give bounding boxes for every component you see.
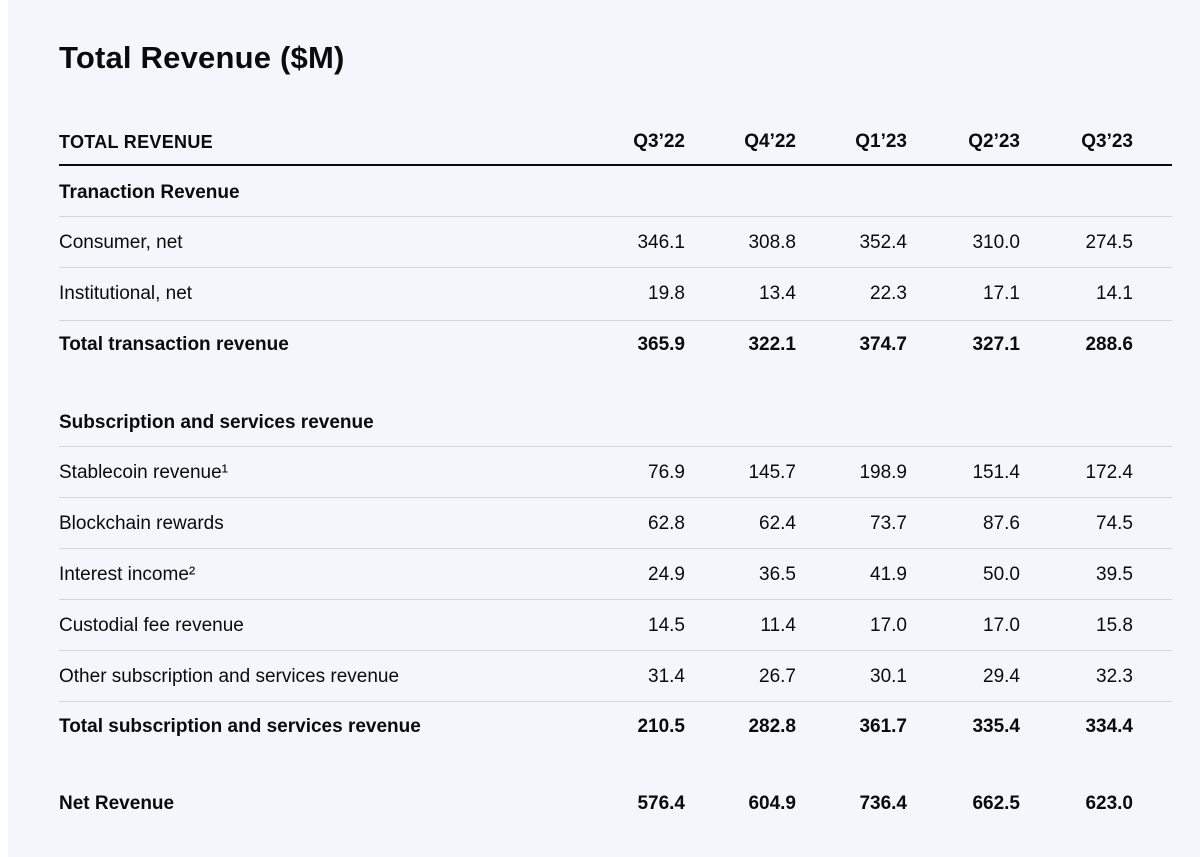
cell-value: 308.8 [748, 232, 796, 253]
section-heading-label: Tranaction Revenue [59, 182, 240, 203]
cell-value: 736.4 [859, 793, 907, 814]
cell-value: 50.0 [983, 564, 1020, 585]
table-row: Institutional, net 19.8 13.4 22.3 17.1 1… [59, 280, 1172, 308]
cell-value: 15.8 [1096, 615, 1133, 636]
section-heading: Subscription and services revenue [59, 409, 1172, 437]
cell-value: 17.0 [983, 615, 1020, 636]
row-label: Institutional, net [59, 283, 193, 304]
row-label: Other subscription and services revenue [59, 666, 400, 687]
row-divider [59, 548, 1172, 549]
cell-value: 327.1 [972, 334, 1020, 355]
row-divider [59, 701, 1172, 702]
cell-value: 87.6 [983, 513, 1020, 534]
column-header: Q3’23 [1081, 131, 1133, 152]
cell-value: 19.8 [648, 283, 685, 304]
cell-value: 74.5 [1096, 513, 1133, 534]
row-label: Custodial fee revenue [59, 615, 244, 636]
cell-value: 346.1 [637, 232, 685, 253]
row-divider [59, 599, 1172, 600]
row-label: Net Revenue [59, 793, 175, 814]
cell-value: 62.4 [759, 513, 796, 534]
section-heading-label: Subscription and services revenue [59, 412, 374, 433]
cell-value: 361.7 [859, 716, 907, 737]
cell-value: 73.7 [870, 513, 907, 534]
row-divider [59, 497, 1172, 498]
table-row: Consumer, net 346.1 308.8 352.4 310.0 27… [59, 229, 1172, 257]
total-row: Total subscription and services revenue … [59, 713, 1172, 741]
total-row: Total transaction revenue 365.9 322.1 37… [59, 331, 1172, 359]
cell-value: 172.4 [1085, 462, 1133, 483]
cell-value: 365.9 [637, 334, 685, 355]
net-revenue-row: Net Revenue 576.4 604.9 736.4 662.5 623.… [59, 790, 1172, 818]
table-row: Custodial fee revenue 14.5 11.4 17.0 17.… [59, 612, 1172, 640]
cell-value: 11.4 [760, 615, 796, 636]
column-header: Q3’22 [633, 131, 685, 152]
cell-value: 32.3 [1096, 666, 1133, 687]
column-header: Q1’23 [855, 131, 907, 152]
cell-value: 334.4 [1085, 716, 1133, 737]
row-label: Stablecoin revenue¹ [59, 462, 228, 483]
cell-value: 24.9 [648, 564, 685, 585]
cell-value: 30.1 [870, 666, 907, 687]
cell-value: 335.4 [972, 716, 1020, 737]
row-label: Consumer, net [59, 232, 183, 253]
cell-value: 14.5 [648, 615, 685, 636]
row-divider [59, 320, 1172, 321]
table-row: Blockchain rewards 62.8 62.4 73.7 87.6 7… [59, 510, 1172, 538]
cell-value: 39.5 [1096, 564, 1133, 585]
cell-value: 662.5 [972, 793, 1020, 814]
cell-value: 29.4 [983, 666, 1020, 687]
row-label: Blockchain rewards [59, 513, 224, 534]
cell-value: 76.9 [648, 462, 685, 483]
cell-value: 22.3 [870, 283, 907, 304]
cell-value: 62.8 [648, 513, 685, 534]
table-row: Interest income² 24.9 36.5 41.9 50.0 39.… [59, 561, 1172, 589]
cell-value: 623.0 [1085, 793, 1133, 814]
row-label: Interest income² [59, 564, 196, 585]
cell-value: 282.8 [748, 716, 796, 737]
cell-value: 14.1 [1096, 283, 1133, 304]
cell-value: 36.5 [759, 564, 796, 585]
cell-value: 17.0 [870, 615, 907, 636]
cell-value: 198.9 [859, 462, 907, 483]
row-divider [59, 446, 1172, 447]
cell-value: 604.9 [748, 793, 796, 814]
row-divider [59, 216, 1172, 217]
column-header: Q2’23 [968, 131, 1020, 152]
table-row: Other subscription and services revenue … [59, 663, 1172, 691]
row-divider [59, 267, 1172, 268]
row-divider [59, 650, 1172, 651]
cell-value: 210.5 [637, 716, 685, 737]
cell-value: 13.4 [759, 283, 796, 304]
row-label: Total transaction revenue [59, 334, 289, 355]
table-row: Stablecoin revenue¹ 76.9 145.7 198.9 151… [59, 459, 1172, 487]
section-heading: Tranaction Revenue [59, 179, 1172, 207]
cell-value: 374.7 [859, 334, 907, 355]
table-header: TOTAL REVENUE Q3’22 Q4’22 Q1’23 Q2’23 Q3… [59, 128, 1172, 156]
column-header: Q4’22 [744, 131, 796, 152]
cell-value: 352.4 [859, 232, 907, 253]
cell-value: 31.4 [648, 666, 685, 687]
cell-value: 151.4 [972, 462, 1020, 483]
cell-value: 310.0 [972, 232, 1020, 253]
row-label: Total subscription and services revenue [59, 716, 421, 737]
cell-value: 274.5 [1085, 232, 1133, 253]
cell-value: 322.1 [748, 334, 796, 355]
revenue-panel [8, 0, 1200, 857]
cell-value: 288.6 [1085, 334, 1133, 355]
page-title: Total Revenue ($M) [59, 40, 345, 75]
header-divider [59, 164, 1172, 166]
cell-value: 41.9 [870, 564, 907, 585]
cell-value: 17.1 [983, 283, 1020, 304]
cell-value: 145.7 [748, 462, 796, 483]
cell-value: 576.4 [637, 793, 685, 814]
cell-value: 26.7 [759, 666, 796, 687]
header-label: TOTAL REVENUE [59, 131, 213, 152]
